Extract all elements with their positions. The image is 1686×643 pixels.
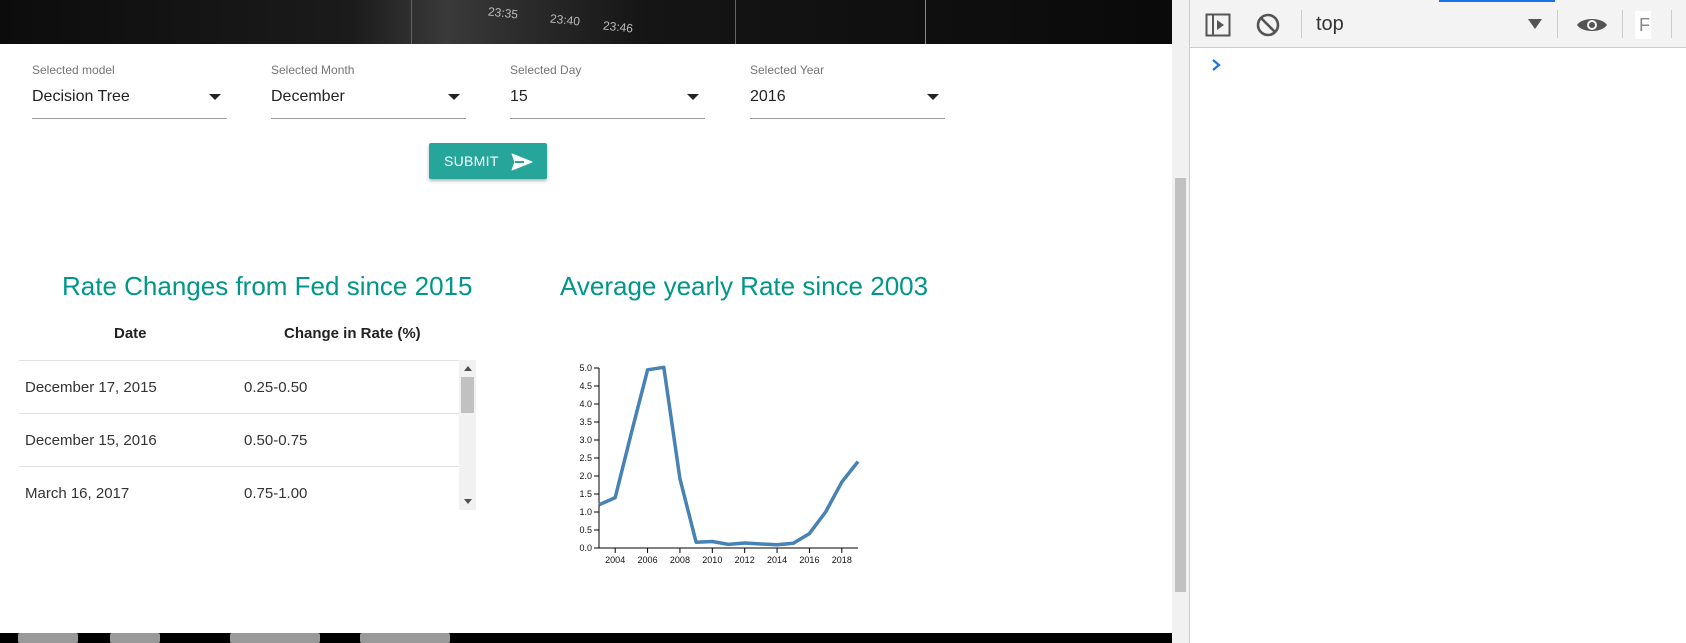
row-date: December 17, 2015: [25, 379, 157, 396]
hero-time-tick: 23:40: [549, 11, 581, 29]
hero-time-tick: 23:35: [487, 4, 519, 22]
rate-table[interactable]: December 17, 2015 0.25-0.50 December 15,…: [19, 360, 476, 510]
month-select-value: December: [271, 88, 345, 105]
console-toolbar: top F: [1190, 0, 1686, 48]
x-tick-label: 2016: [799, 555, 819, 565]
row-change: 0.25-0.50: [244, 379, 308, 396]
rate-table-title: Rate Changes from Fed since 2015: [62, 271, 473, 301]
y-tick-label: 3.0: [579, 435, 592, 445]
y-tick-label: 1.0: [579, 507, 592, 517]
devtools-console-panel: top F: [1189, 0, 1686, 643]
console-filter-input[interactable]: F: [1635, 11, 1651, 39]
day-select[interactable]: Selected Day 15: [510, 60, 705, 120]
table-header-change: Change in Rate (%): [284, 325, 421, 342]
year-select-label: Selected Year: [750, 63, 825, 77]
table-row: March 16, 2017 0.75-1.00: [19, 466, 459, 510]
toolbar-divider: [1301, 10, 1302, 38]
month-select[interactable]: Selected Month December: [271, 60, 466, 120]
toolbar-divider: [1557, 10, 1558, 38]
caret-down-icon: [927, 94, 939, 100]
banner-graphic: [230, 633, 320, 643]
x-tick-label: 2010: [702, 555, 722, 565]
web-page: 23:35 23:40 23:46 Selected model Decisio…: [0, 0, 1172, 643]
y-tick-label: 2.0: [579, 471, 592, 481]
hero-banner-top: 23:35 23:40 23:46: [0, 0, 1172, 44]
scrollbar-thumb[interactable]: [461, 377, 474, 413]
live-expression-eye-icon[interactable]: [1576, 12, 1608, 38]
y-tick-label: 5.0: [579, 363, 592, 373]
row-date: March 16, 2017: [25, 485, 130, 502]
clear-console-icon[interactable]: [1255, 12, 1281, 38]
chart-section-title: Average yearly Rate since 2003: [560, 271, 929, 301]
scroll-down-arrow-icon[interactable]: [464, 499, 472, 504]
table-header-date: Date: [114, 325, 147, 342]
day-select-value: 15: [510, 88, 528, 105]
y-tick-label: 3.5: [579, 417, 592, 427]
select-underline: [32, 118, 227, 119]
x-tick-label: 2012: [735, 555, 755, 565]
caret-down-icon: [448, 94, 460, 100]
scroll-up-arrow-icon[interactable]: [464, 366, 472, 371]
model-select-value: Decision Tree: [32, 88, 130, 105]
x-tick-label: 2018: [832, 555, 852, 565]
hero-time-tick: 23:46: [602, 18, 634, 36]
row-date: December 15, 2016: [25, 432, 157, 449]
select-underline: [750, 118, 945, 119]
banner-graphic: [18, 633, 78, 643]
model-select[interactable]: Selected model Decision Tree: [32, 60, 227, 120]
banner-graphic: [110, 633, 160, 643]
y-tick-label: 4.5: [579, 381, 592, 391]
y-tick-label: 0.0: [579, 543, 592, 553]
caret-down-icon: [209, 94, 221, 100]
row-change: 0.50-0.75: [244, 432, 308, 449]
table-row: December 17, 2015 0.25-0.50: [19, 360, 459, 413]
page-scrollbar-thumb[interactable]: [1175, 178, 1186, 592]
x-tick-label: 2006: [638, 555, 658, 565]
table-scrollbar[interactable]: [459, 360, 476, 510]
average-rate-line-chart: 0.0 0.5 1.0 1.5 2.0 2.5 3.0 3.5 4.0 4.5 5.0 2004 200…: [579, 363, 860, 565]
y-tick-label: 1.5: [579, 489, 592, 499]
select-underline: [271, 118, 466, 119]
submit-button-label: SUBMIT: [444, 153, 499, 169]
year-select-value: 2016: [750, 88, 786, 105]
x-tick-label: 2014: [767, 555, 787, 565]
banner-graphic: [360, 633, 450, 643]
chart-grid-line: [925, 0, 926, 44]
caret-down-icon: [687, 94, 699, 100]
chart-grid-line: [735, 0, 736, 44]
y-tick-label: 4.0: [579, 399, 592, 409]
x-tick-label: 2004: [605, 555, 625, 565]
active-tab-indicator: [1439, 0, 1555, 2]
toolbar-divider: [1671, 10, 1672, 38]
submit-button[interactable]: SUBMIT: [429, 143, 547, 179]
context-selector[interactable]: top: [1316, 13, 1344, 35]
x-tick-label: 2008: [670, 555, 690, 565]
y-tick-label: 0.5: [579, 525, 592, 535]
context-dropdown-icon[interactable]: [1528, 19, 1542, 29]
console-prompt-chevron-icon[interactable]: [1210, 58, 1222, 72]
model-select-label: Selected model: [32, 63, 115, 77]
year-select[interactable]: Selected Year 2016: [750, 60, 945, 120]
hero-banner-bottom: [0, 633, 1172, 643]
rate-series-line: [598, 365, 860, 547]
sidebar-toggle-icon[interactable]: [1205, 12, 1231, 38]
send-icon: [511, 153, 533, 171]
toolbar-divider: [1622, 10, 1623, 38]
month-select-label: Selected Month: [271, 63, 355, 77]
page-scrollbar[interactable]: [1172, 0, 1189, 643]
table-row: December 15, 2016 0.50-0.75: [19, 413, 459, 466]
select-underline: [510, 118, 705, 119]
chart-grid-line: [411, 0, 412, 44]
row-change: 0.75-1.00: [244, 485, 308, 502]
day-select-label: Selected Day: [510, 63, 582, 77]
y-tick-label: 2.5: [579, 453, 592, 463]
